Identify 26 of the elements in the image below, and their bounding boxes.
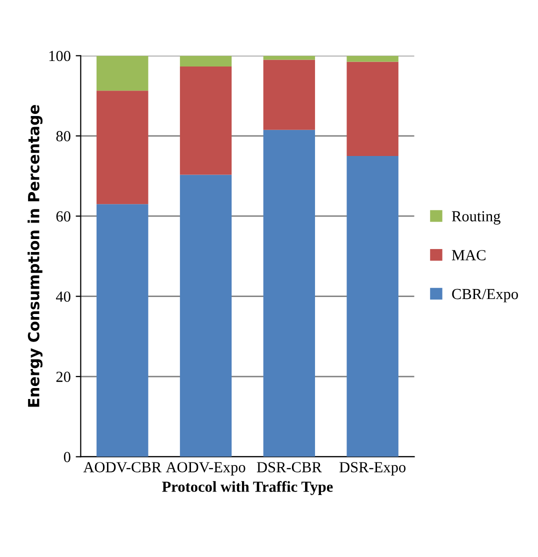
y-tick-label: 20 bbox=[56, 372, 70, 382]
y-tick-label: 80 bbox=[56, 131, 70, 142]
bar bbox=[180, 56, 232, 67]
bar bbox=[96, 90, 148, 204]
legend-label: MAC bbox=[452, 250, 486, 260]
bar bbox=[96, 204, 148, 457]
bar bbox=[346, 156, 398, 457]
legend-label: CBR/Expo bbox=[452, 288, 518, 302]
x-tick-label: DSR-Expo bbox=[339, 462, 406, 476]
y-tick-label: 60 bbox=[56, 211, 70, 222]
bar bbox=[346, 62, 398, 156]
bar bbox=[263, 60, 316, 130]
y-tick-label: 100 bbox=[49, 50, 70, 62]
y-axis-title: Energy Consumption in Percentage bbox=[28, 105, 43, 407]
bar bbox=[180, 66, 232, 175]
bar bbox=[263, 130, 316, 457]
legend-label: Routing bbox=[452, 211, 500, 225]
bar bbox=[346, 56, 398, 62]
y-tick-label: 0 bbox=[64, 452, 70, 462]
y-tick-label: 40 bbox=[56, 291, 70, 302]
x-tick-label: DSR-CBR bbox=[256, 462, 322, 472]
x-axis-title: Protocol with Traffic Type bbox=[162, 481, 333, 496]
bar bbox=[180, 174, 232, 457]
x-tick-label: AODV-CBR bbox=[83, 462, 162, 472]
bar bbox=[96, 56, 148, 91]
x-tick-label: AODV-Expo bbox=[166, 462, 246, 476]
